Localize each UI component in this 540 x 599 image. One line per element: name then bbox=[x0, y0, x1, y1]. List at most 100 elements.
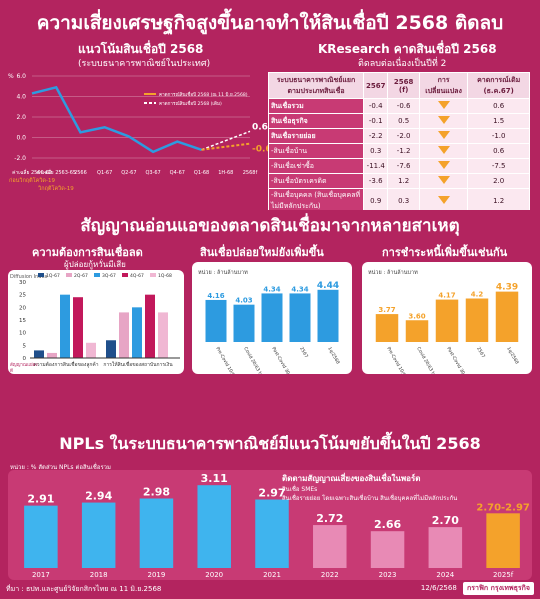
change-cell bbox=[418, 158, 469, 174]
row-label: สินเชื่อธุรกิจ bbox=[268, 113, 364, 129]
x-tick-label: 2020 bbox=[205, 571, 223, 579]
bar-value-label: 4.44 bbox=[317, 281, 339, 291]
table-header: การเปลี่ยนแปลง bbox=[418, 72, 469, 99]
trend-new-end-label: -0.6 bbox=[252, 145, 268, 155]
bar bbox=[205, 299, 227, 342]
y-tick-label: 0.0 bbox=[16, 135, 26, 142]
bar-value-label: 4.17 bbox=[438, 292, 455, 300]
x-tick-label: 2021 bbox=[263, 571, 281, 579]
x-tick-label: Q2-67 bbox=[121, 170, 136, 176]
legend-swatch bbox=[66, 273, 72, 277]
x-tick-label: Covid 20/63 to 20/65 bbox=[415, 346, 444, 374]
demand-bar bbox=[86, 342, 96, 358]
demand-bar bbox=[73, 297, 83, 358]
npl-value-label: 3.11 bbox=[201, 472, 228, 485]
value-2568f: 0.3 bbox=[387, 188, 420, 214]
demand-subtitle: ผู้ปล่อยกู้หวั่นมีเสีย bbox=[64, 260, 126, 269]
y-unit-label: % bbox=[8, 73, 14, 80]
newloans-chart: หน่วย : ล้านล้านบาท 4.16 Pre-Covid 10/60 t… bbox=[198, 269, 341, 374]
value-old-forecast: 1.2 bbox=[467, 188, 530, 214]
bar-value-label: 4.39 bbox=[496, 283, 518, 293]
npl-note-title: ติดตามสัญญาณเสี่ยงของสินเชื่อในพอร์ต bbox=[282, 474, 421, 483]
y-tick-label: 6.0 bbox=[16, 73, 26, 80]
npl-value-label: 2.91 bbox=[27, 493, 54, 506]
trend-new-forecast-line bbox=[201, 142, 251, 151]
legend-swatch bbox=[94, 273, 100, 277]
value-2567: -2.2 bbox=[362, 128, 389, 144]
arrow-down-icon bbox=[437, 146, 450, 154]
arrow-down-icon bbox=[437, 176, 450, 184]
npl-value-label: 2.70-2.97 bbox=[476, 502, 530, 513]
bar-value-label: 4.2 bbox=[471, 291, 484, 299]
x-tick-label: 2567 bbox=[298, 346, 309, 359]
table-row: -สินเชื่อบัตรเครดิต -3.6 1.2 2.0 bbox=[268, 173, 530, 189]
value-2567: -11.4 bbox=[362, 158, 389, 174]
table-row: สินเชื่อรวม -0.4 -0.6 0.6 bbox=[268, 98, 530, 114]
y-tick-label: 10 bbox=[19, 331, 26, 337]
group-label: ความต้องการสินเชื่อของลูกค้า bbox=[33, 361, 98, 368]
newloans-panel: หน่วย : ล้านล้านบาท 4.16 Pre-Covid 10/60 t… bbox=[192, 262, 352, 374]
change-cell bbox=[418, 98, 469, 114]
x-tick-label: 2023 bbox=[379, 571, 397, 579]
bar bbox=[233, 304, 255, 342]
npl-value-label: 2.98 bbox=[143, 485, 170, 498]
bar-value-label: 4.34 bbox=[291, 285, 308, 293]
legend-label: 4Q-67 bbox=[130, 273, 144, 279]
x-tick-label: Q4-67 bbox=[170, 170, 185, 176]
trend-subtitle: (ระบบธนาคารพาณิชย์ในประเทศ) bbox=[78, 59, 211, 69]
x-tick-label: Q3-67 bbox=[145, 170, 160, 176]
value-2568f: -2.0 bbox=[387, 128, 420, 144]
arrow-down-icon bbox=[437, 131, 450, 139]
legend-label: 1Q-68 bbox=[158, 273, 172, 279]
x-tick-label: Pre-Covid 10/60 to 10/63 bbox=[385, 346, 418, 374]
arrow-down-icon bbox=[437, 196, 450, 204]
x-tick-label: 2024 bbox=[436, 571, 454, 579]
x-tick-label: 1q/2568 bbox=[505, 346, 520, 365]
arrow-down-icon bbox=[437, 101, 450, 109]
change-cell bbox=[418, 128, 469, 144]
bar bbox=[465, 298, 489, 342]
trend-actual-line bbox=[31, 85, 202, 154]
bar bbox=[435, 299, 459, 342]
y-tick-label: 30 bbox=[19, 280, 26, 286]
table-header: 2567 bbox=[362, 72, 389, 99]
x-tick-label: 2567 bbox=[475, 346, 486, 359]
x-tick-label: 2019 bbox=[148, 571, 166, 579]
section3-title: NPLs ในระบบธนาคารพาณิชย์มีแนวโน้มขยับขึ้… bbox=[59, 434, 481, 453]
demand-bar bbox=[34, 350, 44, 358]
y-axis-label: Diffusion Index bbox=[10, 274, 47, 280]
value-old-forecast: 0.6 bbox=[467, 98, 530, 114]
row-label: -สินเชื่อบุคคล (สินเชื่อบุคคลที่ไม่มีหลั… bbox=[268, 188, 364, 214]
y-tick-label: -2.0 bbox=[14, 155, 26, 162]
legend-label: 1Q-67 bbox=[46, 273, 60, 279]
y-tick-label: 2.0 bbox=[16, 114, 26, 121]
table-subtitle: ติดลบต่อเนื่องเป็นปีที่ 2 bbox=[358, 59, 447, 69]
x-tick-label: 1H-68 bbox=[218, 170, 233, 176]
demand-bar bbox=[145, 294, 155, 358]
value-2568f: -7.6 bbox=[387, 158, 420, 174]
demand-bar bbox=[119, 312, 129, 358]
npl-value-label: 2.94 bbox=[85, 490, 112, 503]
npl-value-label: 2.66 bbox=[374, 518, 401, 531]
y-tick-label: 20 bbox=[19, 305, 26, 311]
y-tick-label: 5 bbox=[23, 343, 27, 349]
main-title: ความเสี่ยงเศรษฐกิจสูงขึ้นอาจทำให้สินเชื่… bbox=[36, 12, 504, 34]
x-tick-label: Q1-67 bbox=[97, 170, 112, 176]
x-tick-label: Q1-68 bbox=[194, 170, 209, 176]
npl-bar bbox=[24, 505, 58, 568]
bar bbox=[405, 320, 429, 342]
x-tick-label: Pre-Covid 10/60 to 10/63 bbox=[214, 346, 247, 374]
bar-value-label: 3.77 bbox=[378, 306, 395, 314]
value-2567: -0.4 bbox=[362, 98, 389, 114]
trend-old-end-label: 0.6 bbox=[252, 122, 268, 132]
y-tick-label: 4.0 bbox=[16, 94, 26, 101]
value-old-forecast: 2.0 bbox=[467, 173, 530, 189]
value-old-forecast: 0.6 bbox=[467, 143, 530, 159]
npl-bar bbox=[81, 502, 116, 568]
demand-title: ความต้องการสินเชื่อลด bbox=[32, 246, 143, 259]
brand-logo: กราฟิก กรุงเทพธุรกิจ bbox=[463, 582, 534, 595]
trend-title: แนวโน้มสินเชื่อปี 2568 bbox=[78, 42, 204, 56]
forecast-table: ระบบธนาคารพาณิชย์แยกตามประเภทสินเชื่อ 25… bbox=[268, 72, 530, 214]
value-2567: -3.6 bbox=[362, 173, 389, 189]
